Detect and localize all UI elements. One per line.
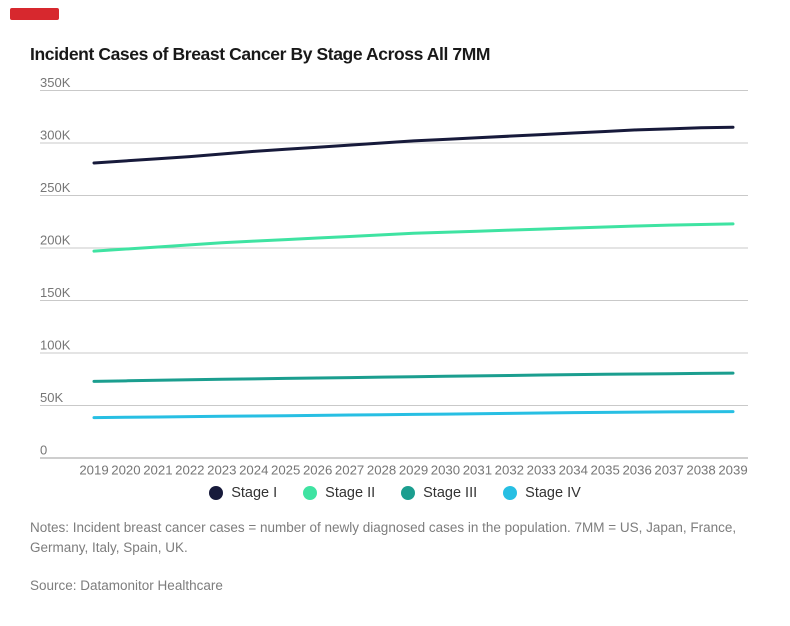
legend-color-dot-icon: [209, 486, 224, 500]
legend-label: Stage II: [325, 485, 376, 501]
x-axis-tick-label: 2034: [559, 463, 588, 478]
legend-color-dot-icon: [303, 486, 318, 500]
x-axis-tick-label: 2035: [591, 463, 620, 478]
chart-legend: Stage I Stage II Stage III Stage IV: [0, 485, 790, 501]
series-line-stage-iv: [92, 410, 735, 420]
x-axis-tick-label: 2019: [79, 463, 108, 478]
y-axis-tick-label: 200K: [40, 233, 71, 248]
legend-color-dot-icon: [401, 486, 416, 500]
legend-item-stage-iii: Stage III: [401, 485, 477, 501]
x-axis-tick-label: 2026: [303, 463, 332, 478]
series-line-stage-i: [92, 125, 735, 165]
series-line-stage-ii: [92, 222, 735, 253]
legend-label: Stage IV: [525, 485, 581, 501]
x-axis-tick-label: 2020: [111, 463, 140, 478]
x-axis-tick-label: 2039: [718, 463, 747, 478]
line-chart-plot-area: 0 50K 100K 150K 200K 250K 300K 350K 2019 2020 2021…: [40, 75, 748, 478]
x-axis-tick-label: 2031: [463, 463, 492, 478]
x-axis-tick-label: 2037: [654, 463, 683, 478]
x-axis-tick-label: 2028: [367, 463, 396, 478]
y-axis-tick-label: 350K: [40, 75, 71, 90]
series-line-stage-iii: [92, 371, 735, 383]
legend-label: Stage III: [423, 485, 478, 501]
legend-item-stage-iv: Stage IV: [503, 485, 581, 501]
x-axis-tick-label: 2021: [143, 463, 172, 478]
x-axis-tick-label: 2024: [239, 463, 268, 478]
x-axis-tick-label: 2022: [175, 463, 204, 478]
y-axis-tick-label: 300K: [40, 128, 71, 143]
x-axis-tick-label: 2023: [207, 463, 236, 478]
y-axis-tick-label: 50K: [40, 390, 63, 405]
y-axis-tick-label: 250K: [40, 180, 71, 195]
y-axis-tick-label: 0: [40, 443, 47, 458]
red-annotation-marker: [10, 8, 59, 20]
y-axis-tick-label: 150K: [40, 285, 71, 300]
x-axis-tick-label: 2029: [399, 463, 428, 478]
x-axis-tick-label: 2025: [271, 463, 300, 478]
x-axis-tick-label: 2030: [431, 463, 460, 478]
legend-label: Stage I: [231, 485, 278, 501]
x-axis-tick-label: 2036: [622, 463, 651, 478]
chart-source: Source: Datamonitor Healthcare: [30, 578, 223, 593]
x-axis-tick-label: 2032: [495, 463, 524, 478]
y-axis-tick-label: 100K: [40, 338, 71, 353]
legend-item-stage-ii: Stage II: [303, 485, 375, 501]
legend-item-stage-i: Stage I: [209, 485, 277, 501]
x-axis-tick-label: 2033: [527, 463, 556, 478]
legend-color-dot-icon: [503, 486, 518, 500]
x-axis-tick-label: 2038: [686, 463, 715, 478]
x-axis-tick-label: 2027: [335, 463, 364, 478]
chart-title: Incident Cases of Breast Cancer By Stage…: [30, 44, 491, 64]
chart-notes: Notes: Incident breast cancer cases = nu…: [30, 520, 737, 555]
